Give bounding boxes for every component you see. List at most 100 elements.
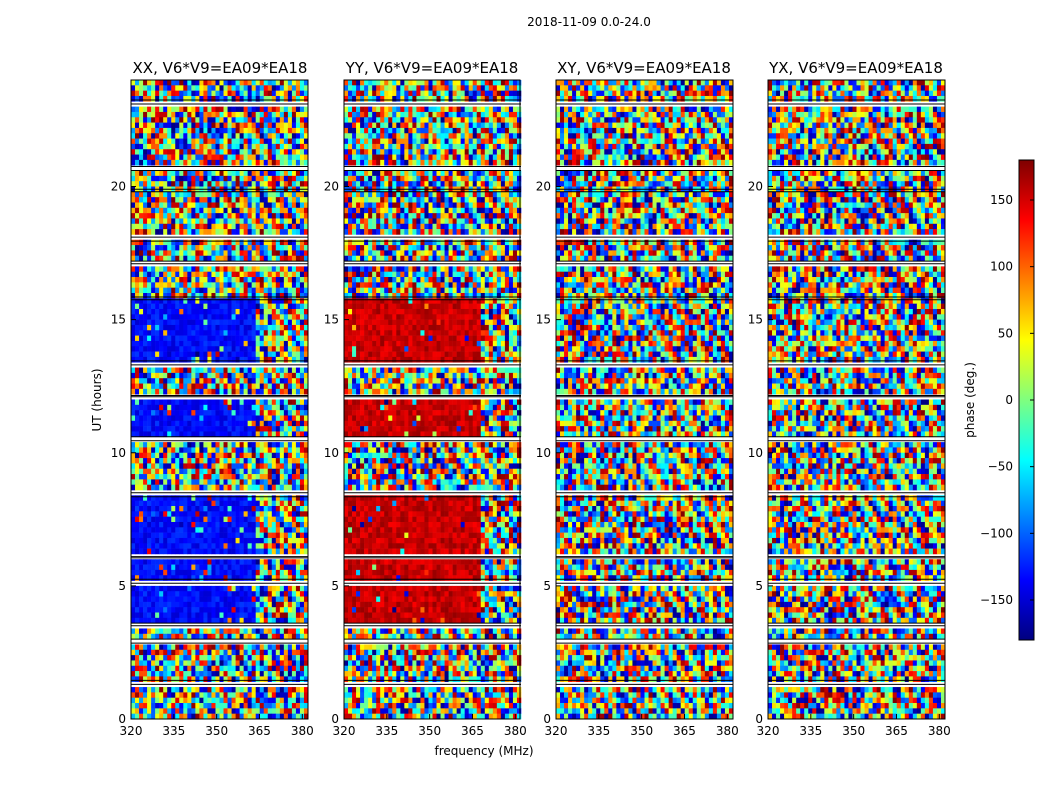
heatmap-cell [195,95,200,102]
heatmap-cell [255,548,261,555]
heatmap-cell [492,85,498,91]
heatmap-cell [267,229,273,235]
heatmap-cell [195,559,200,565]
heatmap-cell [155,484,160,491]
heatmap-cell [299,511,305,517]
heatmap-cell [360,95,365,102]
heatmap-cell [287,239,293,246]
heatmap-cell [131,697,136,704]
heatmap-cell [171,245,176,251]
heatmap-cell [243,543,248,549]
heatmap-cell [171,170,176,177]
heatmap-cell [283,223,289,230]
heatmap-cell [356,111,361,118]
heatmap-cell [207,564,212,571]
heatmap-cell [295,644,301,651]
heatmap-cell [179,122,184,129]
heatmap-cell [131,346,136,352]
heatmap-cell [163,692,168,699]
heatmap-cell [131,452,136,459]
heatmap-cell [295,324,301,331]
heatmap-cell [283,399,289,406]
heatmap-cell [263,181,269,187]
heatmap-cell [231,122,236,129]
heatmap-cell [291,207,297,214]
heatmap-cell [155,159,160,166]
heatmap-cell [508,95,514,102]
heatmap-cell [135,474,140,480]
heatmap-cell [147,175,152,182]
heatmap-cell [159,548,164,555]
heatmap-cell [239,447,244,454]
heatmap-cell [163,607,168,613]
heatmap-cell [175,628,180,635]
heatmap-cell [191,708,196,714]
heatmap-cell [175,277,180,283]
heatmap-cell [135,90,140,97]
heatmap-cell [227,511,232,517]
heatmap-cell [239,665,244,672]
heatmap-cell [259,607,265,613]
heatmap-cell [227,596,232,603]
heatmap-cell [263,149,269,155]
heatmap-cell [223,655,228,661]
heatmap-cell [271,697,277,704]
heatmap-cell [243,703,248,709]
heatmap-cell [420,95,425,102]
heatmap-cell [203,463,208,470]
heatmap-cell [183,665,188,672]
heatmap-cell [251,687,256,693]
heatmap-cell [183,569,188,576]
heatmap-cell [155,628,160,635]
heatmap-cell [295,335,301,342]
heatmap-cell [259,692,265,699]
heatmap-cell [183,564,188,571]
heatmap-cell [139,452,144,459]
heatmap-cell [187,404,192,411]
heatmap-cell [199,463,204,470]
heatmap-cell [283,458,289,464]
heatmap-cell [291,660,297,667]
heatmap-cell [303,431,309,438]
heatmap-cell [303,479,309,486]
heatmap-cell [167,506,172,512]
heatmap-cell [239,122,244,129]
heatmap-cell [267,527,273,533]
heatmap-cell [344,111,349,118]
heatmap-cell [291,106,297,113]
heatmap-cell [155,271,160,278]
heatmap-cell [147,468,152,475]
heatmap-cell [303,559,309,565]
heatmap-cell [243,665,248,672]
heatmap-cell [287,569,293,576]
heatmap-cell [255,255,261,262]
heatmap-cell [271,314,277,320]
heatmap-cell [175,426,180,432]
heatmap-cell [207,356,212,363]
heatmap-cell [183,340,188,347]
heatmap-cell [175,468,180,475]
heatmap-cell [139,495,144,501]
heatmap-cell [251,218,256,225]
heatmap-cell [239,575,244,581]
heatmap-cell [275,415,281,422]
heatmap-cell [235,293,240,299]
heatmap-cell [235,340,240,347]
heatmap-cell [259,628,265,635]
heatmap-cell [215,346,220,352]
heatmap-cell [171,95,176,102]
heatmap-cell [239,697,244,704]
heatmap-cell [287,596,293,603]
heatmap-cell [243,319,248,326]
heatmap-cell [243,521,248,528]
heatmap-cell [267,585,273,592]
heatmap-cell [215,644,220,651]
heatmap-cell [219,351,224,358]
heatmap-cell [171,415,176,422]
heatmap-cell [243,420,248,427]
heatmap-cell [291,218,297,225]
heatmap-cell [171,372,176,379]
heatmap-cell [243,80,248,86]
heatmap-cell [271,106,277,113]
heatmap-cell [207,532,212,539]
